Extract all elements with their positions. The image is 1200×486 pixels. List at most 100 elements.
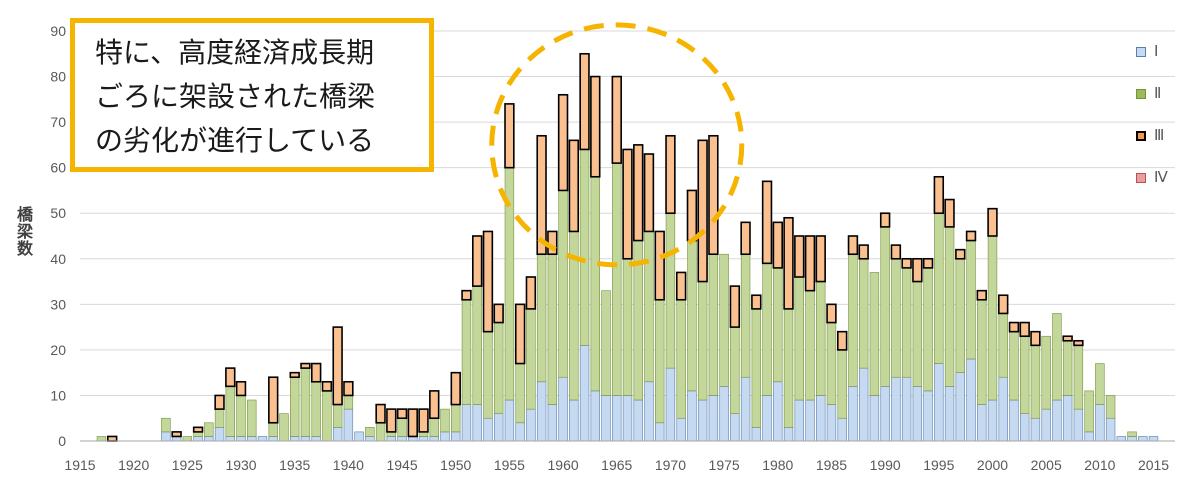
bar-1974-series-3 bbox=[709, 136, 718, 254]
bar-1974-series-2 bbox=[709, 254, 718, 395]
bar-1944-series-3 bbox=[387, 409, 396, 432]
bar-1975-series-1 bbox=[720, 386, 729, 441]
bar-1965-series-2 bbox=[612, 163, 621, 395]
callout-line-1: 特に、高度経済成長期 bbox=[95, 31, 429, 75]
bar-1953-series-2 bbox=[484, 332, 493, 419]
bar-1977-series-1 bbox=[741, 377, 750, 441]
bar-1937-series-1 bbox=[312, 436, 321, 441]
bar-2006-series-1 bbox=[1053, 400, 1062, 441]
bar-2001-series-3 bbox=[999, 295, 1008, 313]
bar-1978-series-1 bbox=[752, 427, 761, 441]
bar-1992-series-2 bbox=[902, 268, 911, 377]
bar-1932-series-1 bbox=[258, 436, 267, 441]
bar-1975-series-2 bbox=[720, 254, 729, 386]
bar-1944-series-1 bbox=[387, 436, 396, 441]
bar-1941-series-1 bbox=[355, 432, 364, 441]
x-tick-label: 2015 bbox=[1138, 457, 1169, 473]
bar-1982-series-2 bbox=[795, 277, 804, 400]
bar-1931-series-1 bbox=[247, 436, 256, 441]
x-tick-label: 1935 bbox=[279, 457, 310, 473]
bar-1954-series-2 bbox=[494, 323, 503, 414]
bar-1937-series-3 bbox=[312, 364, 321, 382]
bar-2011-series-1 bbox=[1106, 418, 1115, 441]
bar-1955-series-1 bbox=[505, 400, 514, 441]
bar-2008-series-1 bbox=[1074, 409, 1083, 441]
bar-2007-series-2 bbox=[1063, 341, 1072, 396]
bar-1994-series-2 bbox=[924, 268, 933, 391]
bar-1972-series-3 bbox=[688, 190, 697, 240]
bar-1977-series-3 bbox=[741, 222, 750, 254]
bar-1959-series-1 bbox=[548, 405, 557, 441]
legend-swatch-4 bbox=[1136, 173, 1146, 183]
bar-1924-series-3 bbox=[172, 432, 181, 437]
bar-1977-series-2 bbox=[741, 254, 750, 377]
bar-1981-series-2 bbox=[784, 309, 793, 427]
bar-1954-series-3 bbox=[494, 304, 503, 322]
bar-1987-series-1 bbox=[849, 386, 858, 441]
bar-1935-series-3 bbox=[290, 373, 299, 378]
bar-1930-series-1 bbox=[237, 436, 246, 441]
x-tick-label: 1985 bbox=[816, 457, 847, 473]
bar-1960-series-2 bbox=[559, 190, 568, 377]
y-tick-label: 60 bbox=[50, 160, 66, 176]
bar-1948-series-1 bbox=[430, 436, 439, 441]
bar-1998-series-3 bbox=[967, 231, 976, 240]
bar-2004-series-2 bbox=[1031, 345, 1040, 418]
bar-1928-series-2 bbox=[215, 409, 224, 427]
bar-1929-series-2 bbox=[226, 386, 235, 436]
bar-1981-series-1 bbox=[784, 427, 793, 441]
bar-1967-series-3 bbox=[634, 145, 643, 241]
bar-1980-series-2 bbox=[773, 268, 782, 382]
bar-1959-series-2 bbox=[548, 254, 557, 404]
bar-1940-series-3 bbox=[344, 382, 353, 396]
bar-1997-series-3 bbox=[956, 250, 965, 259]
bar-1994-series-3 bbox=[924, 259, 933, 268]
bar-1980-series-3 bbox=[773, 222, 782, 268]
bar-1970-series-3 bbox=[666, 136, 675, 213]
x-tick-label: 1960 bbox=[548, 457, 579, 473]
bar-1958-series-2 bbox=[537, 254, 546, 382]
bar-1979-series-1 bbox=[763, 395, 772, 441]
bar-1950-series-1 bbox=[451, 432, 460, 441]
bar-1986-series-2 bbox=[838, 350, 847, 418]
bar-2015-series-1 bbox=[1149, 436, 1158, 441]
bar-1979-series-2 bbox=[763, 263, 772, 395]
bar-1962-series-3 bbox=[580, 54, 589, 150]
bar-1957-series-3 bbox=[526, 277, 535, 309]
bar-2002-series-1 bbox=[1010, 400, 1019, 441]
legend-label-3: Ⅲ bbox=[1154, 126, 1164, 145]
bar-1994-series-1 bbox=[924, 391, 933, 441]
bar-1968-series-3 bbox=[645, 154, 654, 231]
bar-1929-series-3 bbox=[226, 368, 235, 386]
bar-1990-series-1 bbox=[881, 386, 890, 441]
bar-1997-series-1 bbox=[956, 373, 965, 441]
bar-1963-series-2 bbox=[591, 177, 600, 391]
bar-1948-series-2 bbox=[430, 418, 439, 436]
y-axis: 0 10 20 30 40 50 60 70 80 90 bbox=[50, 23, 66, 449]
bar-2001-series-2 bbox=[999, 313, 1008, 377]
bar-1956-series-1 bbox=[516, 423, 525, 441]
bar-1995-series-1 bbox=[934, 364, 943, 441]
x-tick-label: 1930 bbox=[225, 457, 256, 473]
bar-1995-series-3 bbox=[934, 177, 943, 213]
bar-2012-series-1 bbox=[1117, 436, 1126, 441]
bar-1996-series-1 bbox=[945, 386, 954, 441]
bar-1927-series-1 bbox=[204, 436, 213, 441]
bar-1990-series-2 bbox=[881, 227, 890, 386]
bar-1960-series-3 bbox=[559, 95, 568, 191]
bar-1993-series-1 bbox=[913, 386, 922, 441]
y-tick-label: 30 bbox=[50, 296, 66, 312]
y-axis-label: 橋梁数 bbox=[6, 206, 32, 257]
bar-1958-series-3 bbox=[537, 136, 546, 254]
bar-1952-series-2 bbox=[473, 286, 482, 404]
bar-1967-series-1 bbox=[634, 400, 643, 441]
bar-1996-series-2 bbox=[945, 227, 954, 386]
bar-1985-series-2 bbox=[827, 323, 836, 405]
bar-1966-series-1 bbox=[623, 395, 632, 441]
x-tick-label: 1945 bbox=[386, 457, 417, 473]
bar-1947-series-3 bbox=[419, 409, 428, 432]
bar-2008-series-3 bbox=[1074, 341, 1083, 346]
bar-1989-series-1 bbox=[870, 395, 879, 441]
x-tick-label: 1990 bbox=[870, 457, 901, 473]
bar-1973-series-2 bbox=[698, 282, 707, 400]
